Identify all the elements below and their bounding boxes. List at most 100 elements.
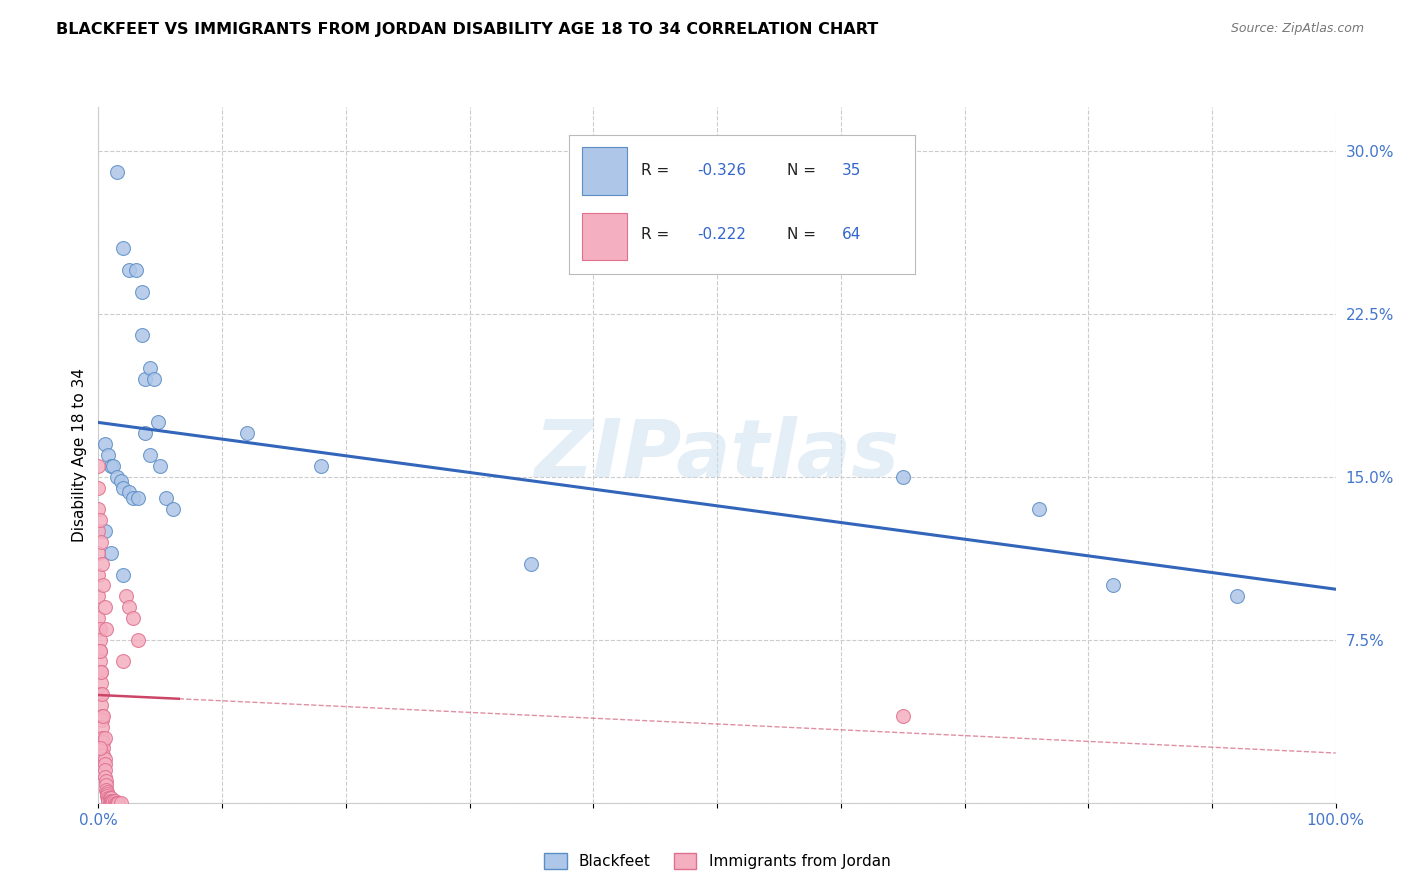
Text: R =: R =: [641, 227, 675, 242]
Point: [93, 756, 115, 771]
Point: [93, 770, 115, 784]
Point: [97, 448, 120, 462]
Point: [131, 328, 153, 343]
Point: [100, 791, 122, 805]
Point: [107, 796, 129, 810]
Text: 64: 64: [842, 227, 862, 242]
Point: [87, 567, 110, 582]
Point: [98, 796, 121, 810]
Text: N =: N =: [787, 163, 821, 178]
Point: [96, 787, 118, 801]
Point: [122, 611, 145, 625]
Point: [149, 458, 172, 473]
Point: [94, 774, 117, 789]
Point: [105, 165, 128, 179]
Point: [114, 589, 136, 603]
Point: [127, 632, 149, 647]
Point: [87, 502, 110, 516]
Point: [100, 546, 122, 560]
Text: N =: N =: [787, 227, 821, 242]
Point: [103, 794, 125, 808]
Point: [97, 794, 120, 808]
Text: -0.222: -0.222: [697, 227, 745, 242]
Point: [96, 785, 118, 799]
Point: [87, 481, 110, 495]
Point: [118, 600, 141, 615]
Y-axis label: Disability Age 18 to 34: Disability Age 18 to 34: [72, 368, 87, 542]
Point: [93, 731, 115, 745]
Point: [91, 731, 114, 745]
Point: [103, 458, 125, 473]
Text: -0.326: -0.326: [697, 163, 747, 178]
Point: [155, 491, 177, 506]
Point: [94, 782, 117, 797]
Point: [96, 789, 118, 804]
Point: [87, 458, 110, 473]
Text: ZIPatlas: ZIPatlas: [534, 416, 900, 494]
Point: [112, 481, 135, 495]
Point: [124, 263, 146, 277]
Point: [105, 796, 128, 810]
Point: [91, 708, 114, 723]
Point: [93, 747, 115, 762]
Point: [89, 513, 111, 527]
Point: [105, 469, 128, 483]
Point: [89, 643, 111, 657]
Point: [93, 708, 115, 723]
Point: [89, 643, 111, 657]
Point: [134, 426, 156, 441]
Point: [891, 708, 914, 723]
Point: [146, 415, 169, 429]
Point: [101, 794, 124, 808]
Text: Source: ZipAtlas.com: Source: ZipAtlas.com: [1230, 22, 1364, 36]
Point: [89, 655, 111, 669]
Point: [91, 720, 114, 734]
Point: [93, 600, 115, 615]
Text: BLACKFEET VS IMMIGRANTS FROM JORDAN DISABILITY AGE 18 TO 34 CORRELATION CHART: BLACKFEET VS IMMIGRANTS FROM JORDAN DISA…: [56, 22, 879, 37]
Point: [162, 502, 184, 516]
Point: [90, 698, 112, 712]
Point: [87, 589, 110, 603]
Point: [89, 741, 111, 756]
Point: [98, 791, 121, 805]
Point: [309, 458, 332, 473]
Point: [93, 741, 115, 756]
Point: [87, 546, 110, 560]
Point: [122, 491, 145, 506]
Text: R =: R =: [641, 163, 675, 178]
Point: [131, 285, 153, 299]
Point: [134, 372, 156, 386]
Point: [1226, 589, 1249, 603]
Bar: [582, 147, 627, 194]
Point: [104, 796, 127, 810]
Point: [1102, 578, 1125, 592]
Point: [891, 469, 914, 483]
Point: [94, 778, 117, 792]
Point: [93, 524, 115, 538]
Point: [93, 578, 115, 592]
Legend: Blackfeet, Immigrants from Jordan: Blackfeet, Immigrants from Jordan: [537, 847, 897, 875]
Point: [87, 524, 110, 538]
Point: [90, 665, 112, 680]
Point: [93, 752, 115, 766]
Point: [93, 437, 115, 451]
Point: [127, 491, 149, 506]
Point: [97, 791, 120, 805]
Point: [139, 360, 162, 375]
Point: [89, 632, 111, 647]
Point: [118, 263, 141, 277]
Point: [520, 557, 543, 571]
Point: [90, 535, 112, 549]
Point: [112, 655, 135, 669]
Point: [87, 611, 110, 625]
Point: [91, 687, 114, 701]
Point: [94, 622, 117, 636]
Point: [118, 484, 141, 499]
Point: [90, 676, 112, 690]
Point: [100, 794, 122, 808]
Point: [103, 794, 125, 808]
Point: [110, 474, 132, 488]
Point: [89, 622, 111, 636]
Point: [90, 665, 112, 680]
Point: [110, 796, 132, 810]
